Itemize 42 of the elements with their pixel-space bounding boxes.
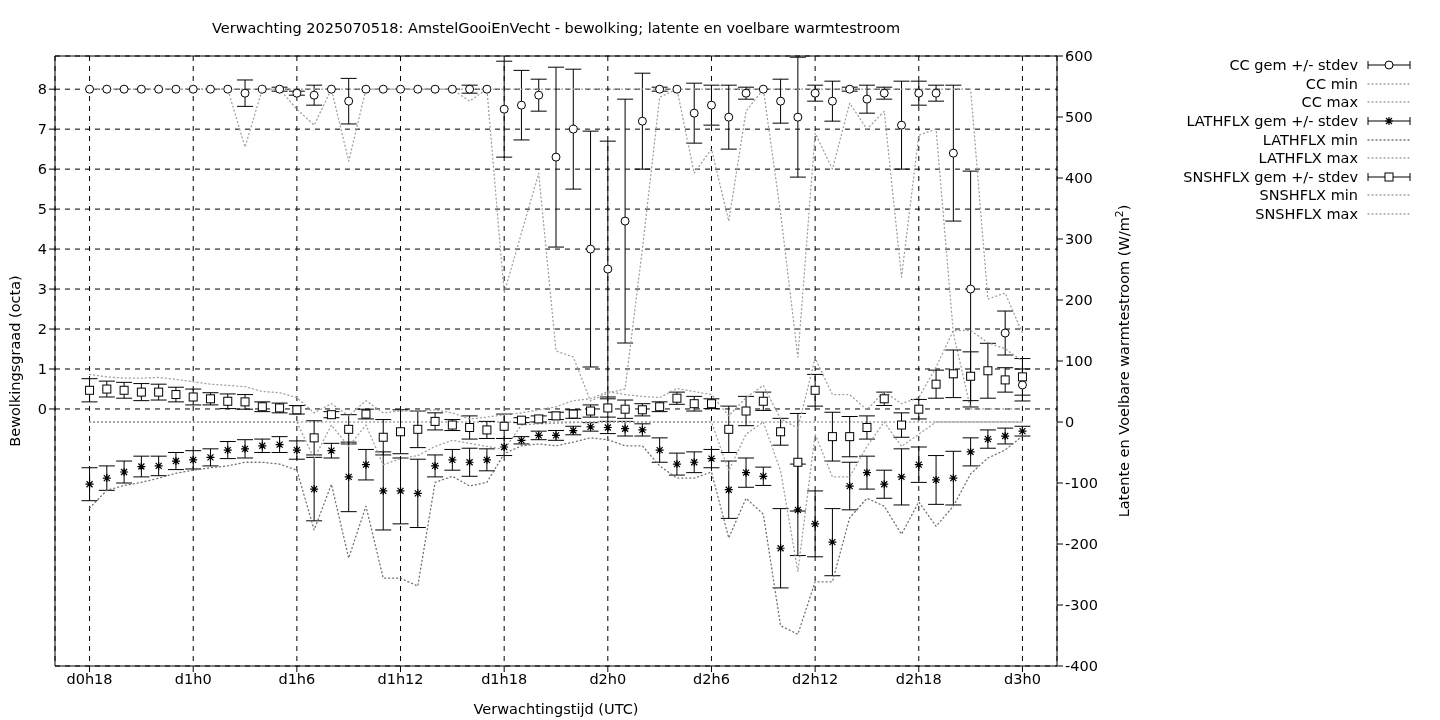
y2-tick-label: 600 <box>1065 48 1093 65</box>
x-axis-title: Verwachtingstijd (UTC) <box>473 701 639 717</box>
legend-label: SNSHFLX gem +/- stdev <box>1183 168 1358 185</box>
x-tick-label: d1h6 <box>278 671 316 688</box>
y-tick-label: 0 <box>37 401 47 418</box>
y-tick-label: 4 <box>37 241 47 258</box>
y2-tick-label: -200 <box>1065 536 1098 553</box>
x-tick-label: d1h18 <box>481 671 528 688</box>
y2-tick-label: -300 <box>1065 597 1098 614</box>
y2-tick-label: -100 <box>1065 475 1098 492</box>
x-tick-label: d3h0 <box>1004 671 1041 688</box>
chart-title: Verwachting 2025070518: AmstelGooiEnVecht - bewolking; latente en voelbare warmtestroom <box>210 20 902 36</box>
legend-label: SNSHFLX min <box>1258 187 1358 204</box>
legend-label: LATHFLX min <box>1261 131 1358 148</box>
x-tick-label: d1h12 <box>377 671 424 688</box>
x-tick-label: d2h6 <box>693 671 730 688</box>
y2-tick-label: 0 <box>1065 414 1075 431</box>
legend-label: LATHFLX gem +/- stdev <box>1186 113 1358 130</box>
y-axis-title: Bewolkingsgraad (octa) <box>7 275 23 447</box>
y-tick-label: 2 <box>37 321 47 338</box>
legend-label: CC gem +/- stdev <box>1229 57 1358 74</box>
y-tick-label: 1 <box>37 361 47 378</box>
legend-label: CC max <box>1300 94 1358 111</box>
legend-label: CC min <box>1304 75 1358 92</box>
x-tick-label: d0h18 <box>66 671 113 688</box>
y2-tick-label: -400 <box>1065 658 1098 675</box>
x-tick-label: d2h0 <box>589 671 627 688</box>
y2-tick-label: 400 <box>1065 170 1093 187</box>
y-tick-label: 8 <box>37 81 47 98</box>
y2-tick-label: 100 <box>1065 353 1093 370</box>
y2-tick-label: 500 <box>1065 109 1093 126</box>
y-tick-label: 5 <box>37 201 47 218</box>
y-tick-label: 7 <box>37 121 47 138</box>
legend-label: SNSHFLX max <box>1255 206 1358 223</box>
y2-tick-label: 200 <box>1065 292 1093 309</box>
x-tick-label: d1h0 <box>174 671 212 688</box>
x-tick-label: d2h18 <box>895 671 942 688</box>
y2-tick-label: 300 <box>1065 231 1093 248</box>
legend-label: LATHFLX max <box>1257 150 1358 167</box>
y-tick-label: 6 <box>37 161 47 178</box>
x-tick-label: d2h12 <box>792 671 839 688</box>
y-tick-label: 3 <box>37 281 47 298</box>
